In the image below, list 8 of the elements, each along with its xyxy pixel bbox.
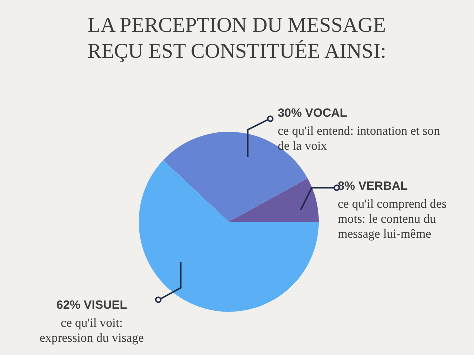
slice-label: 62% VISUEL: [56, 298, 128, 312]
pie-slice: [139, 160, 319, 312]
slice-label: 30% VOCAL: [278, 106, 348, 120]
text: ce qu'il comprend des mots: le contenu du message lui-même: [338, 197, 447, 241]
text: ce qu'il voit: expression du visage: [40, 316, 145, 345]
text: ce qu'il entend: intonation et son de la voix: [278, 124, 442, 153]
chart-title: LA PERCEPTION DU MESSAGE REÇU EST CONSTITUÉE AINSI:: [88, 13, 386, 63]
pie-slice: [229, 178, 319, 222]
